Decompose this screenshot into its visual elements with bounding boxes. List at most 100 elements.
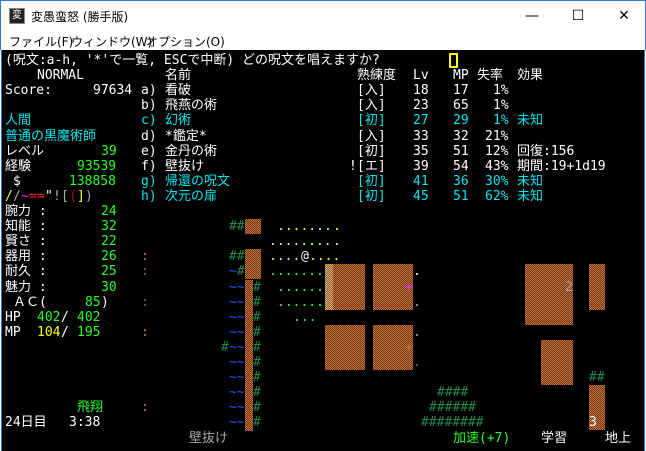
mp-current: 104: [37, 324, 61, 340]
spell-level: 35: [413, 143, 429, 159]
tree-icon: #: [253, 279, 261, 295]
spell-fail: 43%: [485, 158, 509, 174]
status-study: 学習: [541, 430, 568, 446]
spell-fail: 62%: [485, 188, 509, 204]
spell-level: 45: [413, 188, 429, 204]
hp-current: 402: [37, 309, 61, 325]
close-button[interactable]: ✕: [618, 8, 630, 24]
lit-floor: ....: [309, 249, 341, 265]
spell-name: 飛燕の術: [165, 98, 218, 114]
spell-skill: [初]: [357, 143, 386, 159]
spell-name: *鑑定*: [165, 128, 207, 144]
minimize-button[interactable]: —: [525, 8, 539, 24]
tree-icon: ##: [229, 219, 245, 235]
spell-name: 次元の扉: [165, 188, 218, 204]
hp-slash: /: [61, 309, 69, 325]
ac-close: ): [101, 294, 109, 310]
exp-value: 93539: [77, 158, 117, 174]
spell-key: d): [141, 128, 157, 144]
menu-bar: ファイル(F) ウィンドウ(W) オプション(O): [0, 30, 646, 50]
race: 人間: [5, 113, 32, 129]
spell-effect: 未知: [517, 113, 544, 129]
status-spell: 壁抜け: [189, 430, 229, 446]
tree-icon: #: [221, 339, 229, 355]
floor: .......: [277, 294, 332, 310]
menu-options[interactable]: オプション(O): [146, 35, 225, 49]
text-cursor: [449, 53, 458, 68]
spell-fail: 30%: [485, 173, 509, 189]
spell-skill: [初]: [357, 113, 386, 129]
spell-name: 壁抜け: [165, 158, 205, 174]
water-icon: ~~: [229, 400, 245, 416]
tree-icon: #: [253, 294, 261, 310]
wall-block: [245, 279, 253, 431]
score-value: 97634: [93, 83, 133, 99]
spell-mp: 32: [453, 128, 469, 144]
spell-prompt: (呪文:a-h, '*'で一覧, ESCで中断) どの呪文を唱えますか?: [5, 53, 380, 68]
stat-label: 器用 :: [5, 249, 47, 265]
spell-effect: 未知: [517, 173, 544, 189]
spell-mp: 36: [453, 173, 469, 189]
status-location: 地上: [605, 430, 632, 446]
spell-fail: 12%: [485, 143, 509, 159]
maximize-button[interactable]: ☐: [571, 8, 585, 24]
equipment-slot: /: [5, 188, 13, 204]
player-icon: @: [301, 249, 309, 265]
spell-mp: 65: [453, 98, 469, 114]
tree-icon: ######: [429, 400, 476, 416]
water-icon: ~~: [229, 355, 245, 370]
lit-floor: .: [333, 219, 341, 235]
floor: .......: [269, 264, 324, 280]
spell-effect: 期間:19+1d19: [517, 158, 606, 174]
stat-value: 32: [101, 219, 117, 235]
floor: .: [413, 264, 421, 280]
equipment-slot: (: [69, 188, 77, 204]
tree-icon: ########: [421, 415, 484, 431]
spell-key: c): [141, 113, 157, 129]
wall-block: [373, 264, 413, 310]
menu-window[interactable]: ウィンドウ(W): [71, 35, 153, 49]
floor: ...: [293, 309, 317, 325]
spell-skill: [初]: [357, 188, 386, 204]
levitation-status: 飛翔: [77, 400, 104, 416]
monster-icon: 2: [565, 279, 573, 295]
exp-label: 経験: [5, 158, 32, 174]
equipment-slot: /: [13, 188, 21, 204]
monster-icon: 3: [589, 415, 597, 431]
water-icon: ~~: [229, 324, 245, 340]
spell-mp: 54: [453, 158, 469, 174]
gold-value: 138858: [69, 173, 116, 189]
lit-floor: ........: [269, 234, 332, 250]
floor: .: [413, 355, 421, 370]
spell-level: 39: [413, 158, 429, 174]
door-icon: +: [405, 339, 413, 355]
window-title: 変愚蛮怒 (勝手版): [31, 10, 129, 24]
spell-key: g): [141, 173, 157, 189]
game-terminal[interactable]: (呪文:a-h, '*'で一覧, ESCで中断) どの呪文を唱えますか? NOR…: [1, 50, 645, 451]
spell-skill: [エ]: [357, 158, 386, 174]
stat-label: 耐久 :: [5, 264, 47, 280]
spell-mp: 51: [453, 188, 469, 204]
tree-icon: #: [253, 415, 261, 431]
stat-value: 24: [101, 204, 117, 219]
water-icon: ~~: [229, 370, 245, 386]
tree-icon: #: [253, 370, 261, 386]
header-mp: MP: [453, 68, 469, 84]
spell-mp: 29: [453, 113, 469, 129]
colon-marker: :: [141, 249, 149, 265]
app-icon: 変: [9, 8, 25, 24]
lit-floor: ....: [269, 249, 301, 265]
wall-block: [245, 219, 261, 235]
colon-marker: :: [141, 400, 149, 416]
game-date: 24日目: [5, 415, 47, 431]
score-label: Score:: [5, 83, 52, 99]
spell-skill: [入]: [357, 98, 386, 114]
colon-marker: :: [141, 264, 149, 280]
mp-max: 195: [77, 324, 101, 340]
stat-label: 魅力 :: [5, 279, 47, 295]
tree-icon: #: [253, 339, 261, 355]
spell-key: b): [141, 98, 157, 114]
menu-file[interactable]: ファイル(F): [9, 35, 74, 49]
water-icon: ~~: [229, 385, 245, 401]
tree-icon: ##: [229, 249, 245, 265]
